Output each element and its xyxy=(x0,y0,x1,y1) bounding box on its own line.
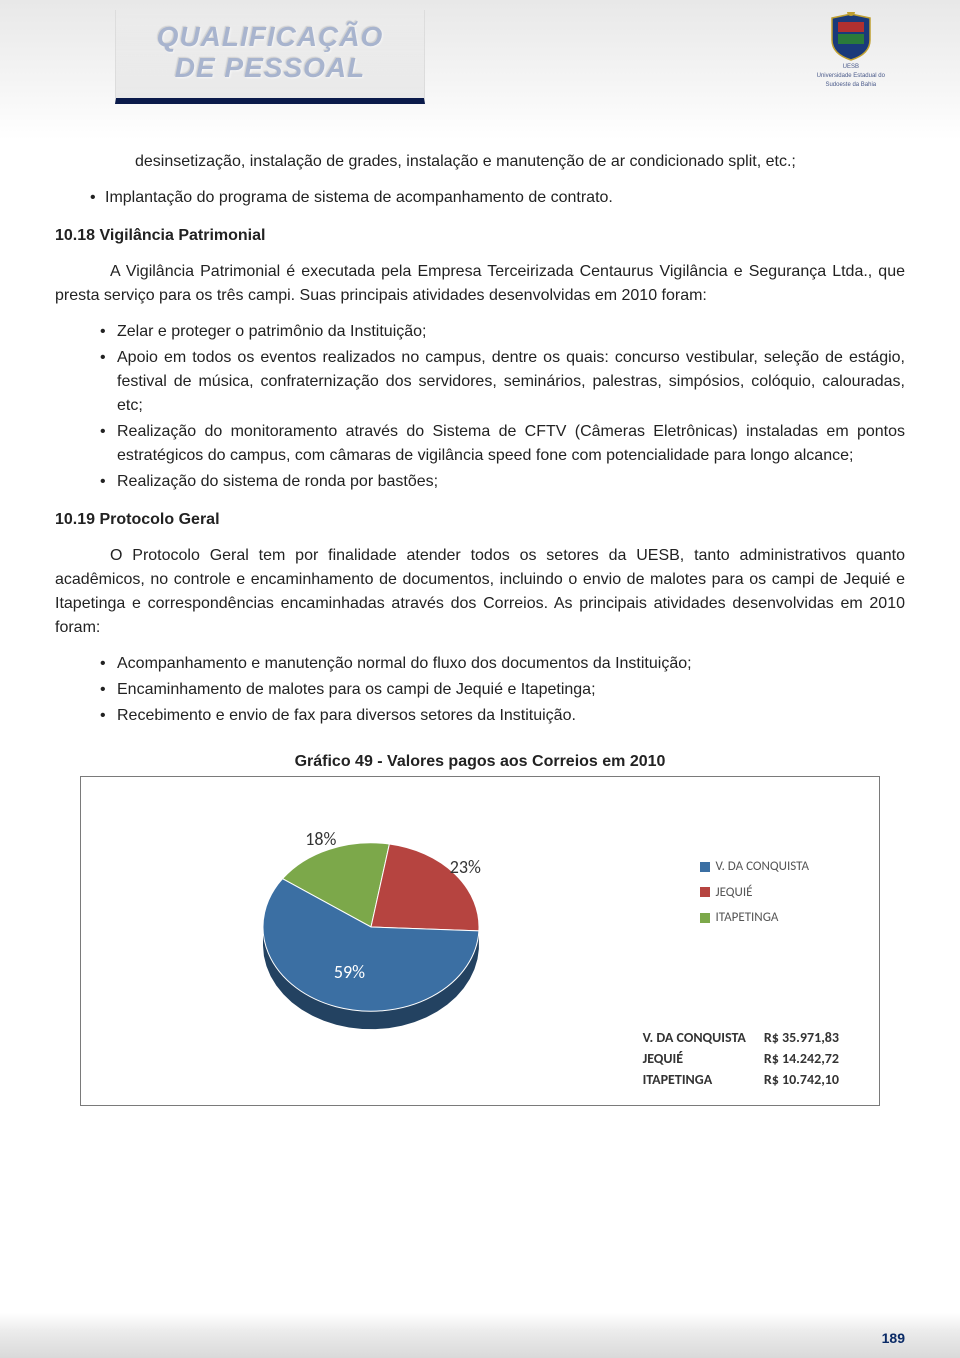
bullet-item: Implantação do programa de sistema de ac… xyxy=(55,186,905,210)
footer-gradient xyxy=(0,1313,960,1358)
paragraph: O Protocolo Geral tem por finalidade ate… xyxy=(55,544,905,640)
shield-icon xyxy=(828,12,874,62)
paragraph: desinsetização, instalação de grades, in… xyxy=(55,150,905,174)
value-amount: R$ 35.971,83 xyxy=(764,1027,839,1048)
bullet-item: Realização do monitoramento através do S… xyxy=(55,420,905,468)
bullet-item: Encaminhamento de malotes para os campi … xyxy=(55,678,905,702)
legend-item: ITAPETINGA xyxy=(700,908,809,928)
institution-crest: UESB Universidade Estadual do Sudoeste d… xyxy=(817,12,885,90)
header-tab: QUALIFICAÇÃO DE PESSOAL xyxy=(115,10,425,104)
legend-swatch xyxy=(700,913,710,923)
bullet-item: Realização do sistema de ronda por bastõ… xyxy=(55,470,905,494)
legend-item: JEQUIÉ xyxy=(700,883,809,903)
pie-chart-container: 18%23%59% V. DA CONQUISTAJEQUIÉITAPETING… xyxy=(80,776,880,1106)
main-content: desinsetização, instalação de grades, in… xyxy=(55,150,905,1106)
chart-title: Gráfico 49 - Valores pagos aos Correios … xyxy=(55,750,905,774)
value-amount: R$ 10.742,10 xyxy=(764,1069,839,1090)
pie-slice-label: 23% xyxy=(450,854,481,881)
crest-label-2: Universidade Estadual do xyxy=(817,73,885,80)
value-row: ITAPETINGA R$ 10.742,10 xyxy=(643,1069,839,1090)
value-label: V. DA CONQUISTA xyxy=(643,1027,746,1048)
legend-label: ITAPETINGA xyxy=(716,908,779,928)
page-number: 189 xyxy=(882,1330,905,1346)
legend-swatch xyxy=(700,887,710,897)
chart-legend: V. DA CONQUISTA JEQUIÉ ITAPETINGA xyxy=(700,857,809,934)
legend-swatch xyxy=(700,862,710,872)
crest-label-1: UESB xyxy=(817,64,885,71)
value-label: ITAPETINGA xyxy=(643,1069,713,1090)
value-amount: R$ 14.242,72 xyxy=(764,1048,839,1069)
section-heading-vigilancia: 10.18 Vigilância Patrimonial xyxy=(55,224,905,248)
page-section-title: QUALIFICAÇÃO DE PESSOAL xyxy=(116,22,424,84)
value-row: JEQUIÉ R$ 14.242,72 xyxy=(643,1048,839,1069)
value-row: V. DA CONQUISTA R$ 35.971,83 xyxy=(643,1027,839,1048)
bullet-item: Acompanhamento e manutenção normal do fl… xyxy=(55,652,905,676)
pie-svg xyxy=(231,797,531,1077)
pie-chart: 18% 23% 59% xyxy=(231,797,531,1085)
pie-slice-label: 18% xyxy=(305,826,336,853)
legend-label: JEQUIÉ xyxy=(716,883,753,903)
chart-values-table: V. DA CONQUISTA R$ 35.971,83 JEQUIÉ R$ 14.2… xyxy=(643,1027,839,1090)
paragraph: A Vigilância Patrimonial é executada pel… xyxy=(55,260,905,308)
bullet-item: Zelar e proteger o patrimônio da Institu… xyxy=(55,320,905,344)
title-line1: QUALIFICAÇÃO xyxy=(157,21,384,52)
legend-label: V. DA CONQUISTA xyxy=(716,857,809,877)
crest-label-3: Sudoeste da Bahia xyxy=(817,82,885,89)
pie-slice-label: 59% xyxy=(334,959,365,986)
title-line2: DE PESSOAL xyxy=(175,52,365,83)
bullet-item: Apoio em todos os eventos realizados no … xyxy=(55,346,905,418)
section-heading-protocolo: 10.19 Protocolo Geral xyxy=(55,508,905,532)
bullet-item: Recebimento e envio de fax para diversos… xyxy=(55,704,905,728)
value-label: JEQUIÉ xyxy=(643,1048,684,1069)
legend-item: V. DA CONQUISTA xyxy=(700,857,809,877)
